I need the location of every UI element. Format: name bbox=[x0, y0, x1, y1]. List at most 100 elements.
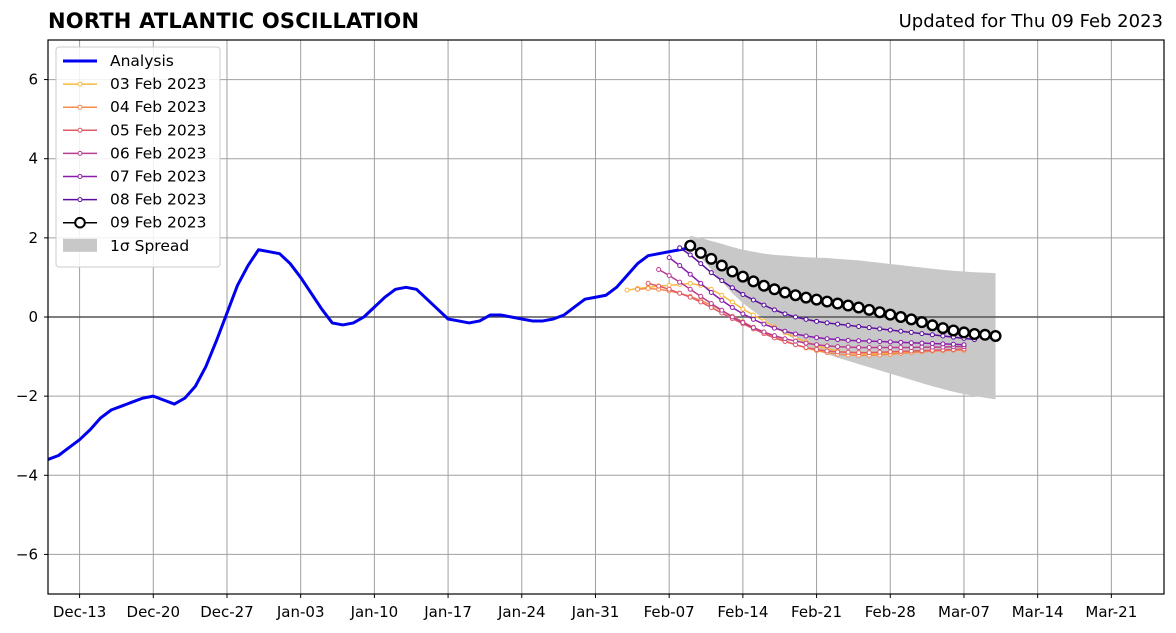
data-point bbox=[814, 318, 820, 324]
data-point bbox=[729, 305, 735, 311]
data-point bbox=[803, 316, 809, 322]
data-point bbox=[666, 255, 672, 261]
series-09-feb-2023 bbox=[684, 239, 1002, 342]
series-05-feb-2023 bbox=[645, 280, 967, 356]
data-point bbox=[940, 333, 946, 339]
data-point bbox=[835, 337, 841, 343]
data-point bbox=[877, 344, 883, 350]
data-point bbox=[842, 299, 855, 312]
data-point bbox=[666, 286, 672, 292]
y-tick-label: −2 bbox=[16, 387, 38, 405]
legend-item: 08 Feb 2023 bbox=[63, 191, 206, 209]
data-point bbox=[866, 338, 872, 344]
data-point bbox=[929, 341, 935, 347]
data-point bbox=[856, 338, 862, 344]
legend-item: 07 Feb 2023 bbox=[63, 168, 206, 186]
data-point bbox=[698, 261, 704, 267]
data-point bbox=[740, 291, 746, 297]
data-point bbox=[719, 278, 725, 284]
data-point bbox=[926, 319, 939, 332]
data-point bbox=[845, 337, 851, 343]
legend-marker bbox=[77, 81, 83, 87]
data-point bbox=[947, 324, 960, 337]
series-07-feb-2023 bbox=[666, 255, 967, 348]
data-point bbox=[950, 341, 956, 347]
data-point bbox=[677, 279, 683, 285]
data-point bbox=[687, 252, 693, 258]
data-point bbox=[684, 239, 697, 252]
data-point bbox=[866, 325, 872, 331]
data-point bbox=[894, 311, 907, 324]
data-point bbox=[824, 320, 830, 326]
data-point bbox=[866, 350, 872, 356]
data-point bbox=[771, 307, 777, 313]
data-point bbox=[915, 316, 928, 329]
x-tick-label: Dec-27 bbox=[200, 603, 254, 621]
x-tick-label: Mar-14 bbox=[1012, 603, 1064, 621]
data-point bbox=[814, 335, 820, 341]
legend: Analysis 03 Feb 2023 04 Feb 2023 05 Feb 202… bbox=[55, 46, 221, 268]
data-point bbox=[898, 339, 904, 345]
legend-item: 05 Feb 2023 bbox=[63, 121, 206, 139]
data-point bbox=[919, 331, 925, 337]
series-line bbox=[47, 246, 691, 461]
x-tick-label: Feb-28 bbox=[865, 603, 916, 621]
data-point bbox=[831, 297, 844, 310]
legend-marker bbox=[77, 150, 83, 156]
data-point bbox=[656, 283, 662, 289]
data-point bbox=[887, 339, 893, 345]
data-point bbox=[715, 259, 728, 272]
data-point bbox=[782, 336, 788, 342]
data-point bbox=[929, 332, 935, 338]
data-point bbox=[687, 280, 693, 286]
data-point bbox=[877, 349, 883, 355]
data-point bbox=[810, 293, 823, 306]
legend-item: 09 Feb 2023 bbox=[63, 214, 206, 232]
data-point bbox=[803, 333, 809, 339]
data-point bbox=[761, 321, 767, 327]
data-point bbox=[979, 328, 992, 341]
data-point bbox=[908, 344, 914, 350]
data-point bbox=[750, 325, 756, 331]
data-point bbox=[824, 343, 830, 349]
data-point bbox=[856, 323, 862, 329]
data-point bbox=[898, 328, 904, 334]
chart-subtitle: Updated for Thu 09 Feb 2023 bbox=[898, 11, 1163, 32]
data-point bbox=[835, 344, 841, 350]
data-point bbox=[877, 339, 883, 345]
x-tick-label: Jan-24 bbox=[497, 603, 546, 621]
data-point bbox=[729, 314, 735, 320]
legend-marker bbox=[77, 197, 83, 203]
data-point bbox=[887, 349, 893, 355]
data-point bbox=[708, 270, 714, 276]
data-point bbox=[789, 289, 802, 302]
data-point bbox=[898, 344, 904, 350]
data-point bbox=[845, 349, 851, 355]
data-point bbox=[803, 344, 809, 350]
data-point bbox=[905, 313, 918, 326]
data-point bbox=[856, 344, 862, 350]
chart-title: NORTH ATLANTIC OSCILLATION bbox=[48, 9, 420, 33]
y-tick-label: −4 bbox=[16, 466, 38, 484]
data-point bbox=[719, 297, 725, 303]
data-point bbox=[771, 325, 777, 331]
legend-item: 1σ Spread bbox=[63, 237, 189, 255]
data-point bbox=[761, 302, 767, 308]
data-point bbox=[968, 328, 981, 341]
data-point bbox=[852, 301, 865, 314]
data-point bbox=[750, 316, 756, 322]
data-point bbox=[887, 327, 893, 333]
data-point bbox=[824, 348, 830, 354]
data-point bbox=[666, 272, 672, 278]
x-tick-label: Feb-07 bbox=[644, 603, 695, 621]
y-tick-label: −6 bbox=[16, 545, 38, 563]
data-point bbox=[782, 328, 788, 334]
data-point bbox=[919, 340, 925, 346]
x-tick-label: Jan-17 bbox=[423, 603, 472, 621]
data-point bbox=[863, 303, 876, 316]
data-point bbox=[908, 329, 914, 335]
data-point bbox=[750, 297, 756, 303]
data-point bbox=[782, 311, 788, 317]
data-point bbox=[814, 346, 820, 352]
